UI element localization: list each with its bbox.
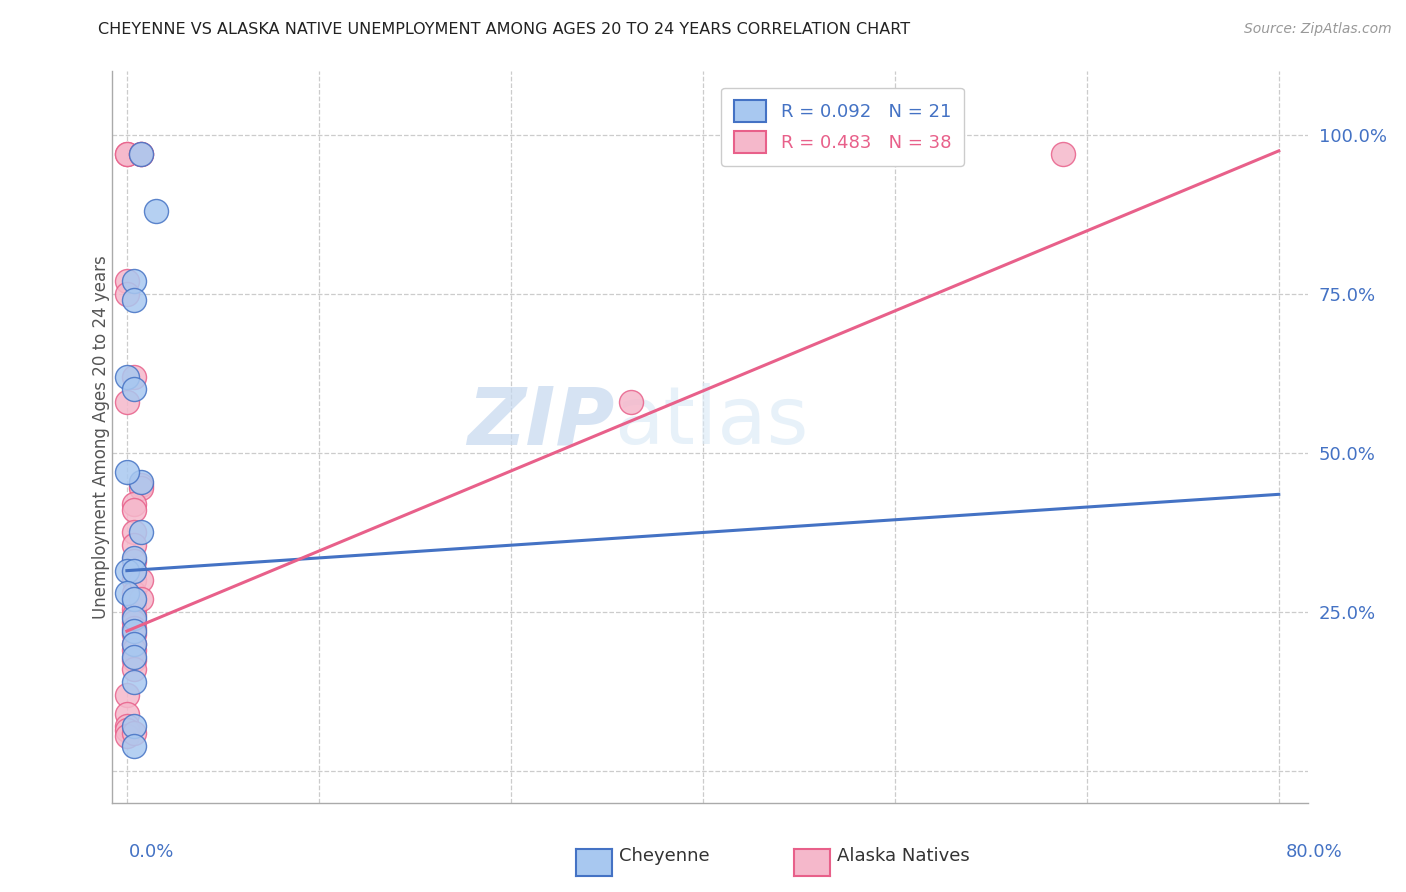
Point [122,274,145,288]
Point [122,564,145,578]
Point [122,649,145,664]
Point [115,723,138,737]
Point [122,627,145,641]
Point [115,147,138,161]
Point [122,595,145,609]
Point [115,287,138,301]
Point [122,624,145,638]
Point [129,147,152,161]
Point [122,592,145,607]
Point [115,706,138,721]
Point [129,525,152,540]
Point [122,383,145,397]
Point [129,477,152,491]
Point [115,395,138,409]
Point [115,465,138,479]
Point [122,643,145,657]
Point [122,621,145,635]
Point [122,653,145,667]
Point [1052,147,1074,161]
Point [620,395,643,409]
Point [129,147,152,161]
Point [122,564,145,578]
Point [122,615,145,629]
Point [115,564,138,578]
Text: CHEYENNE VS ALASKA NATIVE UNEMPLOYMENT AMONG AGES 20 TO 24 YEARS CORRELATION CHA: CHEYENNE VS ALASKA NATIVE UNEMPLOYMENT A… [98,22,911,37]
Point [115,586,138,600]
Point [122,726,145,740]
Point [122,554,145,568]
Point [122,293,145,308]
Point [115,369,138,384]
Point [122,586,145,600]
Point [122,503,145,517]
Point [122,538,145,552]
Point [115,729,138,743]
Point [129,573,152,587]
Point [115,719,138,733]
Point [145,204,167,219]
Point [122,550,145,565]
Point [122,573,145,587]
Point [129,592,152,607]
Point [129,481,152,495]
Text: Alaska Natives: Alaska Natives [837,847,969,865]
Point [122,637,145,651]
Point [122,611,145,625]
Point [122,369,145,384]
Legend: R = 0.092   N = 21, R = 0.483   N = 38: R = 0.092 N = 21, R = 0.483 N = 38 [721,87,965,166]
Point [122,739,145,753]
Point [122,525,145,540]
Point [129,475,152,489]
Point [122,608,145,623]
Text: 80.0%: 80.0% [1286,843,1343,861]
Text: atlas: atlas [614,384,808,461]
Text: 0.0%: 0.0% [129,843,174,861]
Point [122,497,145,511]
Point [115,147,138,161]
Point [129,147,152,161]
Y-axis label: Unemployment Among Ages 20 to 24 years: Unemployment Among Ages 20 to 24 years [93,255,110,619]
Text: Cheyenne: Cheyenne [619,847,709,865]
Point [115,688,138,702]
Text: ZIP: ZIP [467,384,614,461]
Point [115,274,138,288]
Point [122,719,145,733]
Point [122,602,145,616]
Point [122,662,145,676]
Point [122,637,145,651]
Point [122,675,145,690]
Text: Source: ZipAtlas.com: Source: ZipAtlas.com [1244,22,1392,37]
